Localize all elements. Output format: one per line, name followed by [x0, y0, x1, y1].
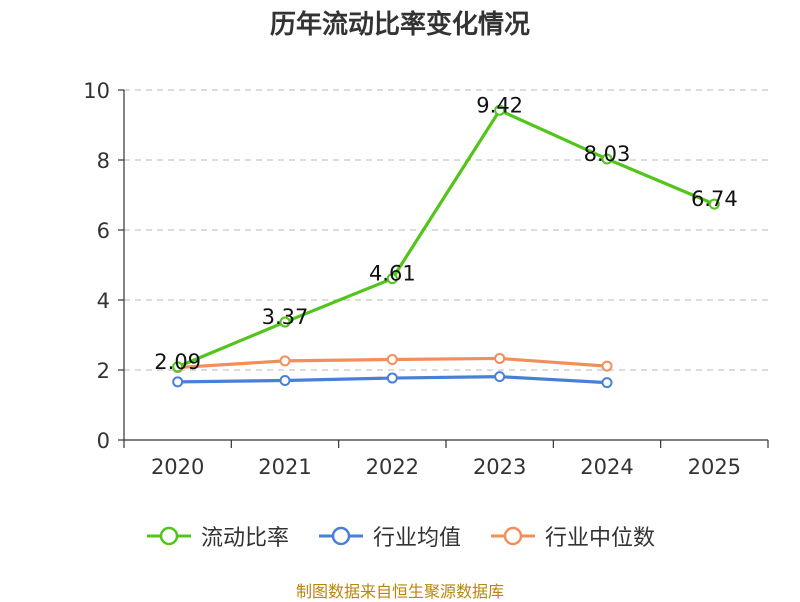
x-tick-label: 2022 [366, 455, 419, 479]
data-point [386, 372, 398, 384]
y-tick-label: 4 [97, 289, 110, 313]
legend-item-industry-median[interactable]: 行业中位数 [489, 520, 655, 552]
y-tick-label: 2 [97, 359, 110, 383]
series-line-0 [177, 108, 715, 369]
x-tick-label: 2024 [580, 455, 633, 479]
legend-marker-orange-icon [491, 526, 535, 546]
legend-label: 流动比率 [200, 526, 289, 551]
legend-item-current-ratio[interactable]: 流动比率 [145, 520, 289, 552]
data-label: 3.37 [262, 305, 309, 329]
data-label: 2.09 [154, 350, 201, 374]
source-note: 制图数据来自恒生聚源数据库 [295, 582, 504, 601]
data-point [386, 273, 398, 285]
data-label: 6.74 [691, 187, 738, 211]
data-label: 8.03 [584, 142, 631, 166]
data-point [172, 361, 184, 373]
data-labels: 2.09 3.37 4.61 9.42 8.03 6.74 [154, 93, 737, 374]
data-label: 4.61 [369, 262, 416, 286]
y-tick-label: 10 [83, 79, 110, 103]
data-label: 9.42 [476, 93, 523, 117]
grid-lines [124, 89, 768, 371]
legend-marker-green-icon [146, 526, 191, 546]
x-tick-label: 2023 [473, 455, 526, 479]
y-tick-label: 0 [97, 429, 110, 453]
data-point [279, 316, 291, 328]
data-point [172, 376, 184, 388]
data-point [601, 377, 613, 389]
legend-marker-blue-icon [318, 526, 363, 546]
data-point [708, 198, 720, 210]
y-tick-label: 8 [97, 149, 110, 173]
data-point [601, 360, 613, 372]
x-tick-label: 2020 [151, 455, 204, 479]
data-point [386, 354, 398, 365]
x-tick-label: 2021 [258, 455, 311, 479]
data-point [494, 371, 506, 383]
legend-label: 行业中位数 [545, 526, 656, 551]
y-tick-label: 6 [97, 219, 110, 243]
x-tick-label: 2025 [688, 455, 741, 479]
data-point [279, 355, 291, 367]
legend-label: 行业均值 [372, 526, 461, 551]
axes: 0 2 4 6 8 10 2020 2021 2022 2023 2024 2025 [83, 79, 769, 479]
data-point [494, 104, 506, 116]
legend: 流动比率 行业均值 行业中位数 [0, 520, 800, 552]
legend-item-industry-mean[interactable]: 行业均值 [317, 520, 461, 552]
data-point [494, 352, 506, 364]
data-point [279, 375, 291, 386]
chart-title: 历年流动比率变化情况 [269, 10, 530, 40]
data-point [601, 153, 613, 165]
series-lines [172, 104, 720, 389]
